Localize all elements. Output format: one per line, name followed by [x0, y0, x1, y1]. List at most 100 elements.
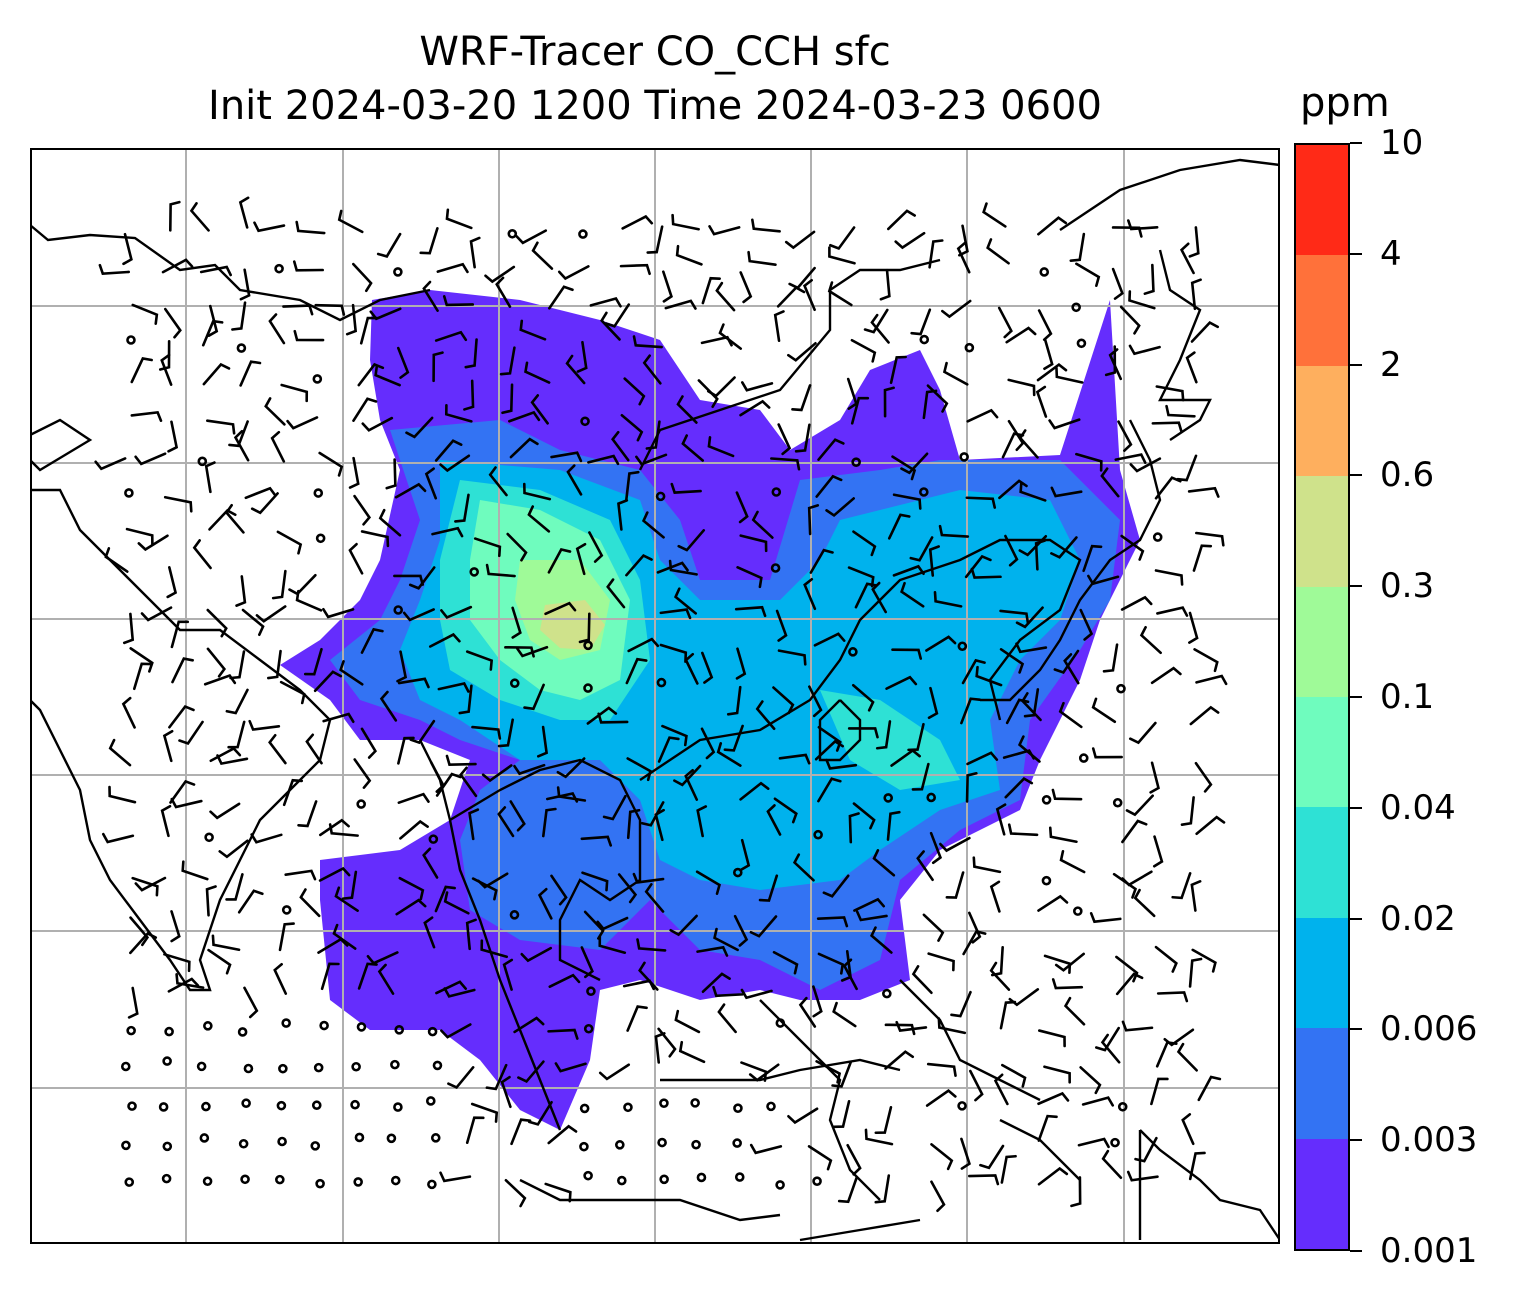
wind-barb [276, 530, 303, 555]
wind-barb [268, 313, 286, 345]
wind-barb [1120, 534, 1145, 561]
wind-barb [1053, 649, 1080, 675]
calm-wind-marker [655, 491, 666, 502]
wind-barb [654, 808, 665, 842]
wind-barb [713, 927, 739, 952]
map-canvas [30, 148, 1280, 1244]
calm-wind-marker [919, 334, 930, 345]
wind-barb [495, 276, 512, 308]
wind-barb [656, 561, 689, 574]
wind-barb [1187, 486, 1220, 498]
wind-barb [1000, 1154, 1017, 1184]
wind-barb [459, 766, 478, 798]
wind-barb [875, 720, 892, 750]
calm-wind-marker [580, 416, 590, 427]
wind-barb [1007, 419, 1025, 452]
wind-barb [203, 673, 237, 686]
wind-barb [632, 872, 665, 884]
wind-barb [998, 479, 1028, 500]
wind-barb [842, 958, 858, 991]
tracer-concentration-field [280, 290, 1140, 1130]
calm-wind-marker [196, 1061, 207, 1072]
wind-barb [442, 295, 475, 307]
wind-barb [928, 545, 940, 577]
wind-barb [747, 250, 777, 266]
wind-barb [969, 1069, 984, 1102]
wind-barb [927, 686, 939, 720]
coastline-segment [639, 538, 1082, 781]
wind-barb [1139, 625, 1162, 655]
wind-barb [359, 316, 379, 345]
wind-barb [1180, 796, 1195, 826]
wind-barb [575, 542, 587, 576]
wind-barb [777, 423, 792, 456]
wind-barb [712, 985, 744, 998]
wind-barb [1037, 1114, 1058, 1142]
wind-barb [1112, 872, 1138, 899]
wind-barb [303, 647, 323, 676]
wind-barb [239, 268, 251, 301]
wind-barb [1151, 421, 1183, 433]
calm-wind-marker [659, 1174, 669, 1185]
wind-barb [524, 361, 551, 384]
calm-wind-marker [578, 229, 588, 239]
wind-barb [617, 499, 629, 531]
calm-wind-marker [354, 1132, 365, 1143]
wind-barb [1192, 544, 1213, 572]
wind-barb [1050, 486, 1083, 498]
wind-barb [253, 221, 286, 233]
wind-barb [855, 910, 888, 922]
calm-wind-marker [356, 799, 366, 809]
calm-wind-marker [313, 488, 324, 498]
colorbar-segment [1296, 145, 1348, 256]
wind-barb [201, 319, 224, 347]
wind-barb [697, 379, 719, 409]
calm-wind-marker [1039, 267, 1050, 277]
wind-barb [1063, 996, 1086, 1026]
wind-barb [968, 1174, 1000, 1186]
calm-wind-marker [425, 1096, 436, 1106]
wind-barb [502, 958, 514, 991]
wind-barb [550, 451, 583, 463]
wind-barb [812, 985, 823, 1018]
wind-barb [378, 508, 402, 537]
wind-barb [225, 873, 244, 901]
wind-barb [589, 296, 622, 308]
wind-barb [885, 675, 918, 690]
wind-barb [766, 804, 782, 836]
wind-barb [465, 650, 494, 671]
calm-wind-marker [507, 228, 518, 239]
calm-wind-marker [350, 1099, 360, 1110]
wind-barb [1019, 481, 1047, 502]
wind-barb [225, 688, 249, 715]
wind-barb [469, 236, 481, 269]
wind-barb [178, 720, 204, 746]
wind-barb [189, 202, 210, 232]
wind-barb [626, 808, 641, 840]
calm-wind-marker [732, 867, 743, 878]
wind-barb [1017, 735, 1041, 763]
calm-wind-marker [386, 1133, 397, 1144]
wind-barb [352, 397, 378, 422]
wind-barb [846, 1143, 862, 1176]
wind-barb [398, 876, 425, 901]
wind-barb [241, 608, 265, 637]
wind-barb [657, 736, 680, 763]
wind-barb [933, 591, 963, 608]
wind-barb [130, 410, 163, 423]
wind-barb [516, 645, 549, 658]
wind-barb [664, 299, 697, 310]
wind-barb [832, 1001, 857, 1028]
calm-wind-marker [775, 1180, 785, 1190]
wind-barb [385, 458, 397, 490]
wind-barb [1095, 1026, 1120, 1052]
wind-barb [1165, 404, 1196, 418]
wind-barb [297, 800, 318, 828]
wind-barb [1037, 1091, 1070, 1106]
wind-barb [463, 379, 475, 411]
wind-barb [250, 833, 283, 844]
colorbar-label: 0.1 [1380, 677, 1435, 717]
wind-barb [828, 246, 856, 265]
chart-subtitle: Init 2024-03-20 1200 Time 2024-03-23 060… [208, 83, 1102, 129]
wind-barb [328, 823, 359, 837]
